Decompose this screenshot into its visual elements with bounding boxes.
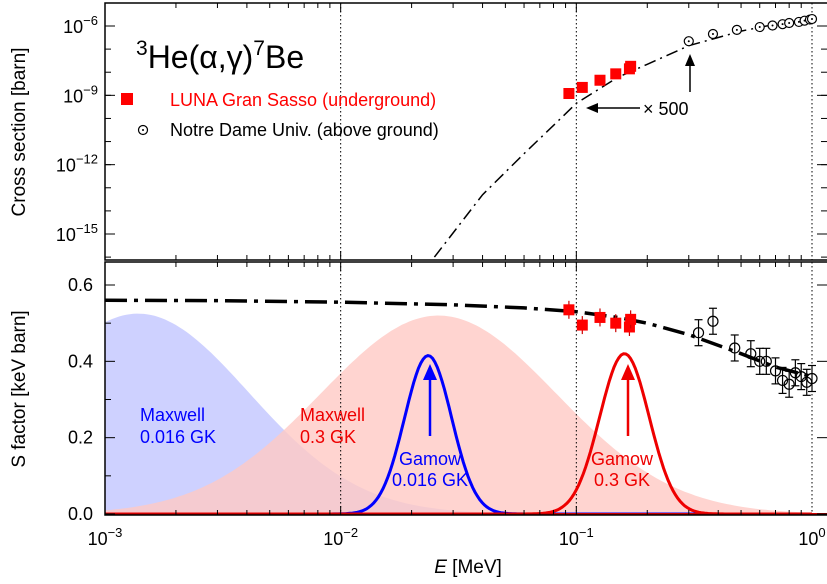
x-tick-label: 10−3 xyxy=(88,525,123,549)
notre-dame-cross-section-points xyxy=(683,13,818,47)
reaction-title: 3He(α,γ)7Be xyxy=(136,37,304,75)
gamow-high-label: Gamow xyxy=(591,449,654,469)
nd-point-center xyxy=(758,26,761,29)
gamow-low-label: Gamow xyxy=(399,449,462,469)
gamow-low-temp: 0.016 GK xyxy=(392,470,468,490)
nd-point-center xyxy=(788,21,791,24)
nd-s-point xyxy=(789,367,801,379)
y-tick-label: 10−12 xyxy=(56,152,98,176)
nd-s-point xyxy=(776,374,789,387)
legend-luna-marker xyxy=(121,93,133,105)
x-tick-label: 100 xyxy=(798,525,825,549)
nd-s-point xyxy=(769,365,782,377)
bottom-panel-ticks: 0.0 0.2 0.4 0.6 10−3 10−2 10−1 100 xyxy=(68,262,827,549)
maxwell-03gk-distribution xyxy=(105,315,812,514)
y-tick-label: 0.4 xyxy=(68,351,93,371)
x-tick-label: 10−1 xyxy=(559,525,594,549)
luna-s-point xyxy=(623,321,635,333)
luna-point xyxy=(576,81,588,93)
nd-point-center xyxy=(797,20,800,23)
nd-s-point xyxy=(692,327,705,339)
nd-s-point xyxy=(707,315,719,327)
scale-factor-label: × 500 xyxy=(643,99,689,119)
legend-nd-label: Notre Dame Univ. (above ground) xyxy=(170,120,439,140)
luna-s-factor-points xyxy=(563,300,637,336)
y-tick-label: 0.6 xyxy=(68,275,93,295)
luna-cross-section-points xyxy=(563,60,637,100)
x-axis-label: E [MeV] xyxy=(434,557,502,578)
scale-annotation: × 500 xyxy=(586,54,695,119)
cross-section-plot-area xyxy=(340,3,818,260)
y-tick-label: 10−9 xyxy=(63,82,98,106)
luna-s-point xyxy=(563,304,575,316)
bottom-panel-frame xyxy=(104,261,827,516)
top-panel-ticks: 10−6 10−9 10−12 10−15 xyxy=(56,3,827,260)
luna-s-point xyxy=(594,311,606,323)
y-tick-label: 0.2 xyxy=(68,428,93,448)
legend-nd-marker xyxy=(137,124,149,136)
y-tick-label: 0.0 xyxy=(68,504,93,524)
nd-point-center xyxy=(711,33,714,36)
nd-s-point xyxy=(754,355,766,367)
maxwell-low-temp: 0.016 GK xyxy=(140,427,216,447)
s-factor-plot-area: Maxwell 0.016 GK Maxwell 0.3 GK Gamow 0.… xyxy=(105,262,827,515)
luna-point xyxy=(563,88,575,100)
luna-s-point xyxy=(576,319,588,331)
nd-s-point xyxy=(760,355,772,367)
maxwell-high-label: Maxwell xyxy=(300,405,365,425)
notre-dame-s-factor-points xyxy=(692,307,818,398)
nd-s-point xyxy=(783,378,795,390)
nd-point-center xyxy=(735,28,738,31)
nd-s-point xyxy=(806,372,818,385)
vertical-gridlines-top xyxy=(340,3,813,260)
legend-luna-label: LUNA Gran Sasso (underground) xyxy=(170,90,436,110)
top-panel-frame xyxy=(104,2,827,261)
luna-s-point xyxy=(610,317,622,329)
gamow-high-temp: 0.3 GK xyxy=(594,470,650,490)
nd-s-point xyxy=(729,342,741,354)
legend: LUNA Gran Sasso (underground) Notre Dame… xyxy=(121,90,439,140)
gamow-high-arrow xyxy=(621,364,635,436)
luna-point xyxy=(610,68,622,80)
nd-point-center xyxy=(687,40,690,43)
nd-point-center xyxy=(811,18,813,21)
luna-point xyxy=(625,60,637,72)
nd-point-center xyxy=(771,24,774,27)
top-y-axis-label: Cross section [barn] xyxy=(9,48,30,217)
luna-point xyxy=(594,74,606,86)
y-tick-label: 10−6 xyxy=(63,13,98,37)
bottom-y-axis-label: S factor [keV barn] xyxy=(9,310,30,467)
x-tick-label: 10−2 xyxy=(323,525,358,549)
luna-s-point xyxy=(625,313,637,325)
nd-s-point xyxy=(745,348,757,360)
nd-point-center xyxy=(781,23,784,26)
gamow-low-arrow xyxy=(423,364,437,436)
y-tick-label: 10−15 xyxy=(56,221,98,245)
maxwell-low-label: Maxwell xyxy=(140,405,205,425)
maxwell-high-temp: 0.3 GK xyxy=(300,427,356,447)
cross-section-model-curve xyxy=(433,18,813,258)
